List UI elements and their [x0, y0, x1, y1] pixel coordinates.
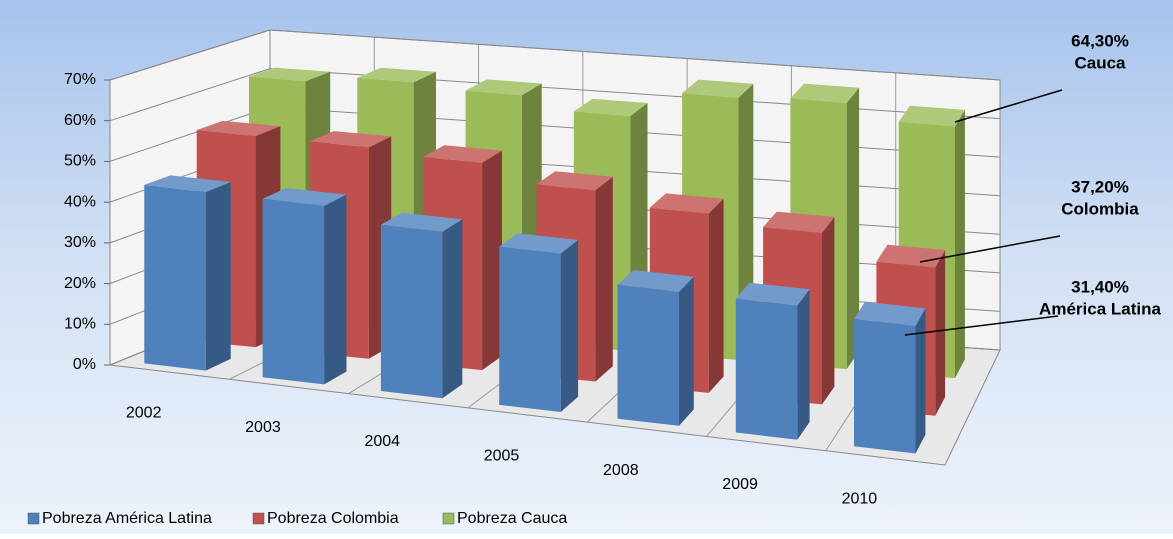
x-tick-label: 2002: [126, 405, 162, 422]
bar-side: [846, 87, 860, 370]
y-tick-label: 70%: [64, 71, 96, 88]
annotation-value: 64,30%: [1071, 31, 1129, 50]
x-tick-label: 2009: [722, 476, 758, 493]
x-tick-label: 2004: [364, 433, 400, 450]
bar-side: [560, 239, 579, 412]
bar: [380, 212, 463, 399]
x-tick-label: 2010: [842, 490, 878, 507]
bar: [735, 282, 810, 440]
bar: [854, 301, 926, 454]
annotation-line: [919, 235, 1061, 263]
grid-line: [109, 29, 1001, 81]
bar-top: [249, 67, 331, 82]
bar-front: [144, 184, 206, 371]
bar-top: [573, 98, 648, 117]
bar-top: [682, 79, 754, 98]
legend-label: Pobreza América Latina: [42, 510, 212, 527]
bar-front: [854, 318, 916, 454]
bar-top: [649, 193, 724, 214]
bar-side: [935, 250, 946, 416]
annotation-value: 31,40%: [1071, 277, 1129, 296]
y-tick-label: 10%: [64, 316, 96, 333]
bar-front: [380, 224, 443, 399]
x-tick-label: 2008: [603, 462, 639, 479]
legend-swatch: [442, 512, 455, 525]
bar-side: [797, 289, 810, 440]
bar: [499, 233, 579, 412]
bar-top: [196, 120, 281, 136]
bar-top: [617, 270, 694, 292]
y-tick-label: 30%: [64, 234, 96, 251]
bar-top: [790, 83, 860, 103]
bar-front: [617, 284, 679, 426]
annotation-line: [904, 315, 1059, 336]
bar: [617, 270, 694, 426]
bar-top: [309, 131, 392, 148]
bar-top: [898, 105, 965, 127]
bar-top: [465, 79, 542, 96]
y-tick-label: 0%: [73, 356, 96, 373]
bar-side: [708, 198, 724, 393]
bar-front: [262, 198, 325, 385]
y-tick-label: 20%: [64, 275, 96, 292]
bar-top: [854, 301, 926, 327]
bar: [144, 175, 231, 371]
bar-top: [499, 233, 579, 254]
legend-label: Pobreza Cauca: [457, 510, 567, 527]
bar-top: [380, 212, 463, 232]
y-tick-label: 60%: [64, 112, 96, 129]
x-tick-label: 2005: [484, 448, 520, 465]
bar-top: [735, 282, 810, 306]
annotation-label: América Latina: [1039, 299, 1161, 318]
bar: [262, 188, 347, 385]
annotation-value: 37,20%: [1071, 177, 1129, 196]
bar-side: [915, 308, 926, 454]
bar-top: [357, 67, 436, 83]
bar-side: [955, 109, 965, 379]
grid-line: [109, 68, 1001, 122]
bar-side: [595, 176, 613, 382]
legend-swatch: [27, 512, 40, 525]
bar-side: [482, 150, 502, 371]
annotation-line: [954, 89, 1063, 123]
y-tick-label: 50%: [64, 153, 96, 170]
bar-side: [442, 219, 463, 399]
bar-top: [536, 171, 613, 191]
bar-front: [735, 298, 798, 440]
annotation-label: Colombia: [1061, 199, 1139, 218]
bar-front: [499, 246, 561, 412]
legend-swatch: [252, 512, 265, 525]
bar-top: [262, 188, 347, 206]
bar-top: [423, 145, 502, 163]
bar-side: [679, 276, 694, 426]
x-tick-label: 2003: [245, 419, 281, 436]
bar-side: [324, 194, 347, 385]
bar-side: [822, 216, 835, 405]
bar-top: [763, 211, 835, 233]
y-tick-label: 40%: [64, 193, 96, 210]
bar-top: [144, 175, 231, 193]
bar-side: [205, 182, 231, 371]
legend-label: Pobreza Colombia: [267, 510, 399, 527]
annotation-label: Cauca: [1074, 53, 1126, 72]
bar-top: [876, 244, 946, 268]
